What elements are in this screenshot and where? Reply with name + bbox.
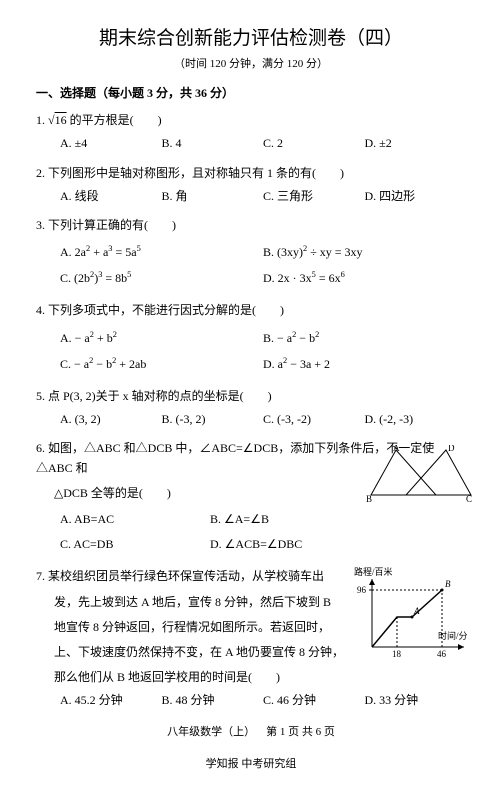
- q5-opt-a: A. (3, 2): [60, 410, 162, 429]
- q1-stem-post: 的平方根是(: [67, 113, 134, 127]
- q7-l4: 上、下坡速度仍然保持不变，在 A 地仍要宣传 8 分钟，: [54, 643, 344, 662]
- question-6-wrap: 6. 如图，△ABC 和△DCB 中，∠ABC=∠DCB，添加下列条件后，不一定…: [36, 439, 466, 557]
- fig-label-A: A: [393, 445, 400, 453]
- q7-l3: 地宣传 8 分钟返回，行程情况如图所示。若返回时，: [54, 618, 344, 637]
- q3-stem: 3. 下列计算正确的有(: [36, 218, 148, 232]
- q3-opt-b: B. (3xy)2 ÷ xy = 3xy: [263, 242, 466, 262]
- question-5: 5. 点 P(3, 2)关于 x 轴对称的点的坐标是(): [36, 387, 466, 406]
- q2-options: A. 线段 B. 角 C. 三角形 D. 四边形: [60, 187, 466, 206]
- chart-point-A: A: [413, 606, 420, 616]
- q4-opt-d: D. a2 − 3a + 2: [263, 354, 466, 374]
- q4-opt-a: A. − a2 + b2: [60, 328, 263, 348]
- q3-opt-a: A. 2a2 + a3 = 5a5: [60, 242, 263, 262]
- q1-stem-pre: 1.: [36, 113, 48, 127]
- q6-opt-b: B. ∠A=∠B: [210, 510, 360, 529]
- q4-options: A. − a2 + b2 B. − a2 − b2 C. − a2 − b2 +…: [60, 325, 466, 377]
- q4-opt-c: C. − a2 − b2 + 2ab: [60, 354, 263, 374]
- q6-opt-c: C. AC=DB: [60, 535, 210, 554]
- q2-opt-d: D. 四边形: [365, 187, 467, 206]
- q5-opt-b: B. (-3, 2): [162, 410, 264, 429]
- q1-opt-b: B. 4: [162, 134, 264, 153]
- q7-l2: 发，先上坡到达 A 地后，宣传 8 分钟，然后下坡到 B: [54, 593, 344, 612]
- question-7-wrap: 7. 某校组织团员举行绿色环保宣传活动，从学校骑车出 发，先上坡到达 A 地后，…: [36, 567, 466, 687]
- chart-x-label: 时间/分: [438, 630, 468, 641]
- q1-opt-a: A. ±4: [60, 134, 162, 153]
- section-heading: 一、选择题（每小题 3 分，共 36 分）: [36, 84, 466, 103]
- question-2: 2. 下列图形中是轴对称图形，且对称轴只有 1 条的有(): [36, 164, 466, 183]
- q3-opt-c: C. (2b2)3 = 8b5: [60, 268, 263, 288]
- fig-label-B: B: [366, 494, 372, 504]
- exam-subtitle: （时间 120 分钟，满分 120 分）: [36, 56, 466, 74]
- q5-opt-d: D. (-2, -3): [365, 410, 467, 429]
- q3-options: A. 2a2 + a3 = 5a5 B. (3xy)2 ÷ xy = 3xy C…: [60, 239, 466, 291]
- distance-time-chart: 路程/百米 时间/分 96 A B 18 46: [352, 567, 472, 667]
- q2-opt-a: A. 线段: [60, 187, 162, 206]
- chart-point-B: B: [445, 579, 451, 589]
- chart-y-tick: 96: [357, 585, 367, 595]
- q2-stem: 2. 下列图形中是轴对称图形，且对称轴只有 1 条的有(: [36, 166, 316, 180]
- q1-sqrt: 16: [55, 113, 67, 127]
- q5-options: A. (3, 2) B. (-3, 2) C. (-3, -2) D. (-2,…: [60, 410, 466, 429]
- chart-y-label: 路程/百米: [354, 567, 393, 577]
- q2-opt-c: C. 三角形: [263, 187, 365, 206]
- question-3: 3. 下列计算正确的有(): [36, 216, 466, 235]
- q5-stem: 5. 点 P(3, 2)关于 x 轴对称的点的坐标是(: [36, 389, 244, 403]
- q4-stem: 4. 下列多项式中，不能进行因式分解的是(: [36, 303, 256, 317]
- chart-x-tick2: 46: [437, 649, 447, 659]
- q6-options: A. AB=AC B. ∠A=∠B C. AC=DB D. ∠ACB=∠DBC: [60, 507, 360, 557]
- question-4: 4. 下列多项式中，不能进行因式分解的是(): [36, 301, 466, 320]
- exam-title: 期末综合创新能力评估检测卷（四）: [36, 24, 466, 54]
- page-footer-2: 学知报 中考研究组: [36, 756, 466, 774]
- q7-l5: 那么他们从 B 地返回学校用的时间是(): [54, 668, 344, 687]
- triangle-figure: A D B C: [366, 445, 476, 505]
- page-footer-1: 八年级数学（上） 第 1 页 共 6 页: [36, 724, 466, 742]
- q3-opt-d: D. 2x · 3x5 = 6x6: [263, 268, 466, 288]
- fig-label-D: D: [448, 445, 455, 453]
- question-1: 1. √16 的平方根是(): [36, 111, 466, 130]
- fig-label-C: C: [466, 494, 472, 504]
- q4-opt-b: B. − a2 − b2: [263, 328, 466, 348]
- q2-opt-b: B. 角: [162, 187, 264, 206]
- q5-opt-c: C. (-3, -2): [263, 410, 365, 429]
- q6-opt-a: A. AB=AC: [60, 510, 210, 529]
- q1-options: A. ±4 B. 4 C. 2 D. ±2: [60, 134, 466, 153]
- q6-opt-d: D. ∠ACB=∠DBC: [210, 535, 360, 554]
- q1-opt-c: C. 2: [263, 134, 365, 153]
- q1-opt-d: D. ±2: [365, 134, 467, 153]
- chart-x-tick1: 18: [392, 649, 402, 659]
